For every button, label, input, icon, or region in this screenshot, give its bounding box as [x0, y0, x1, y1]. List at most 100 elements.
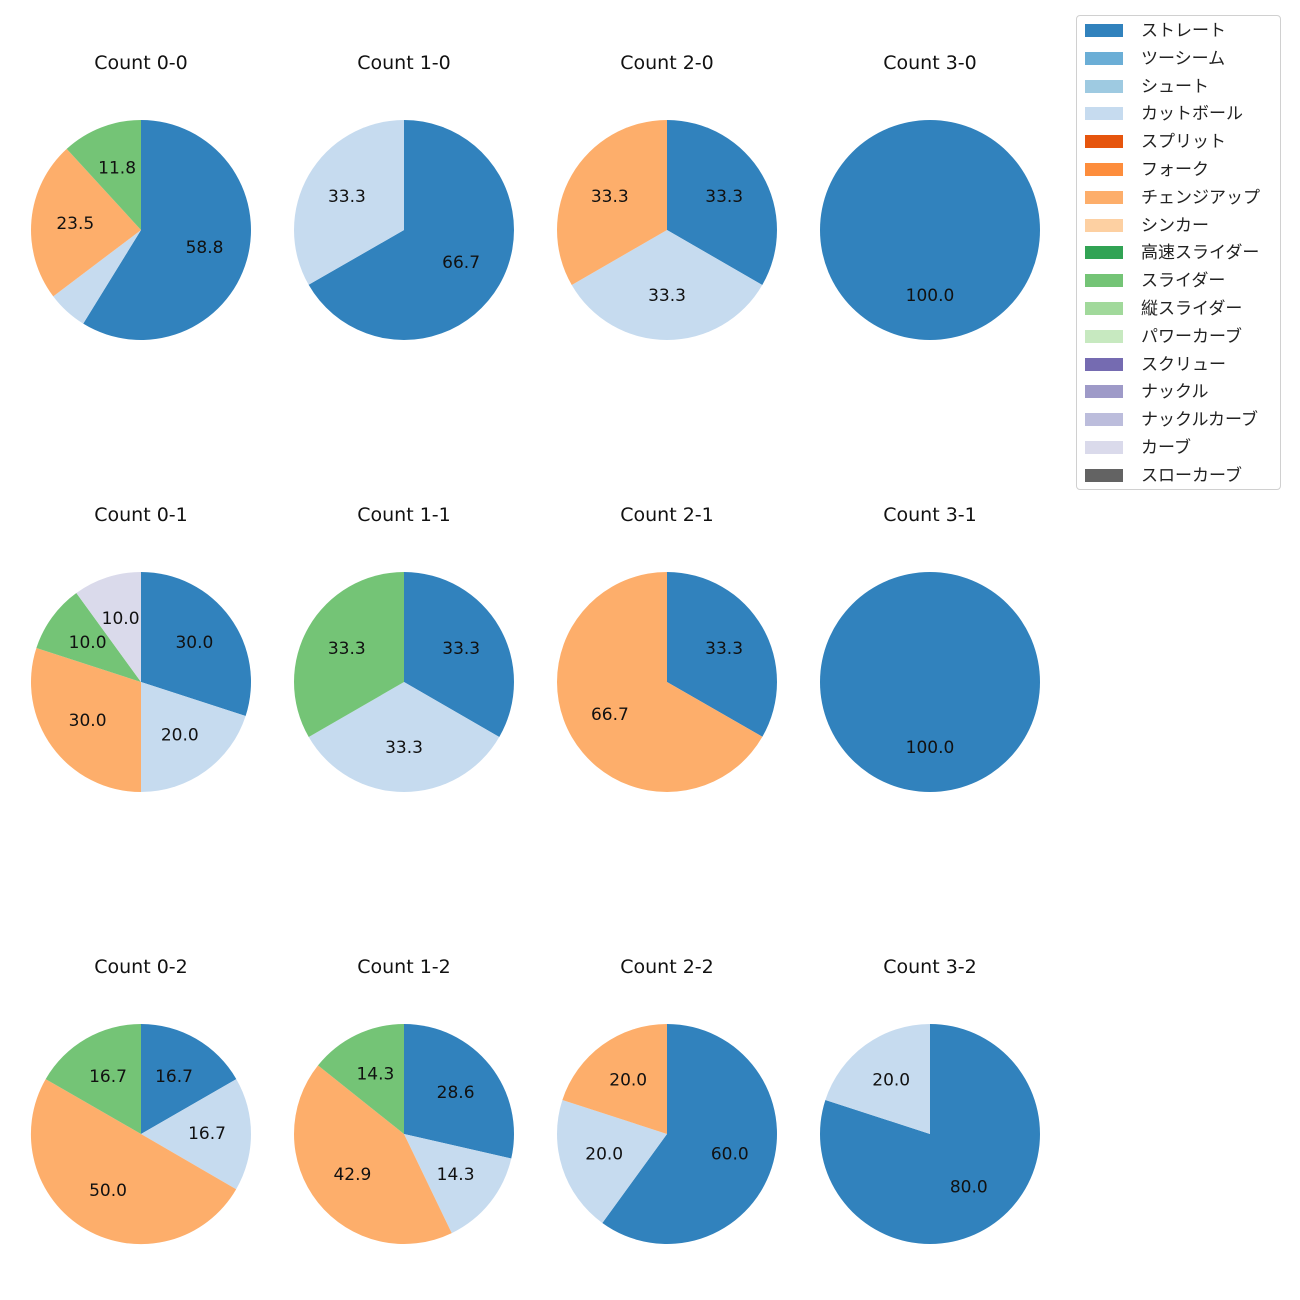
legend-item: 高速スライダー [1077, 240, 1280, 264]
legend-label: 縦スライダー [1141, 299, 1243, 319]
legend-label: フォーク [1141, 160, 1209, 180]
legend-swatch [1085, 413, 1123, 427]
pie-slice [819, 1024, 1040, 1244]
pie-slice [83, 120, 251, 340]
legend-label: カットボール [1141, 104, 1243, 125]
legend-label: カーブ [1141, 438, 1191, 458]
pie-slice [562, 1024, 667, 1134]
pie-slice-label: 23.5 [56, 214, 94, 234]
pie-slice-label: 11.8 [98, 159, 136, 179]
pie-slice [30, 1079, 237, 1245]
pie-title: Count 1-0 [357, 52, 451, 74]
pie-slice [404, 1024, 514, 1159]
pie-title: Count 3-0 [883, 52, 977, 74]
legend-label: 高速スライダー [1141, 243, 1260, 264]
pie-slice-label: 10.0 [69, 633, 107, 653]
pie-slice [308, 120, 514, 340]
pie-slice [667, 120, 777, 285]
pie-slice [30, 148, 142, 297]
pie-slice [294, 1065, 452, 1245]
legend-label: シンカー [1141, 215, 1209, 236]
legend-label: ナックルカーブ [1141, 410, 1258, 431]
pie-slice-label: 60.0 [711, 1144, 749, 1164]
pie-slice [404, 1134, 512, 1234]
pie-title: Count 1-2 [357, 956, 451, 978]
legend-item: チェンジアップ [1077, 185, 1280, 209]
pie-slice-label: 50.0 [89, 1181, 127, 1201]
pie-slice-label: 16.7 [89, 1067, 127, 1087]
pie-slice [141, 572, 252, 716]
pie-chart: Count 2-2 60.0 20.0 20.0 [556, 956, 777, 1244]
legend-swatch [1085, 385, 1123, 399]
legend-item: スライダー [1077, 268, 1280, 292]
legend-item: ツーシーム [1077, 46, 1280, 70]
pie-slice [66, 120, 141, 230]
pie-slice-label: 16.7 [188, 1124, 226, 1144]
pie-slice-label: 20.0 [872, 1071, 910, 1091]
pie-slice-label: 20.0 [585, 1144, 623, 1164]
legend-swatch [1085, 274, 1123, 288]
pie-chart: Count 0-2 16.7 16.7 50.0 16.7 [30, 956, 252, 1245]
pie-slice-label: 33.3 [385, 738, 423, 758]
pie-slice-label: 30.0 [175, 633, 213, 653]
pie-slice-label: 58.8 [186, 238, 224, 258]
legend-item: スローカーブ [1077, 463, 1280, 487]
legend-item: フォーク [1077, 157, 1280, 181]
legend-label: スライダー [1141, 271, 1226, 292]
pie-title: Count 2-0 [620, 52, 714, 74]
pie-slice [820, 572, 1040, 792]
pie-slice-label: 16.7 [155, 1067, 193, 1087]
pie-slice [308, 682, 500, 792]
pie-chart: Count 3-0 100.0 [820, 52, 1040, 340]
legend-swatch [1085, 163, 1123, 176]
pie-slice-label: 33.3 [705, 187, 743, 207]
pie-slice-label: 33.3 [648, 286, 686, 306]
legend-swatch [1085, 51, 1123, 65]
legend-swatch [1085, 246, 1123, 260]
pie-chart: Count 0-0 58.8 23.5 11.8 [30, 52, 251, 340]
pie-slice-label: 14.3 [356, 1065, 394, 1085]
pie-slice [556, 1100, 667, 1223]
pie-slice [294, 572, 404, 737]
legend-label: スローカーブ [1141, 465, 1242, 486]
pie-slice-label: 33.3 [591, 187, 629, 207]
pie-slice-label: 30.0 [69, 711, 107, 731]
pie-slice [602, 1024, 777, 1244]
legend-item: スクリュー [1077, 352, 1280, 376]
legend-label: チェンジアップ [1141, 187, 1260, 208]
pie-slice-label: 10.0 [102, 609, 140, 629]
pie-slice-label: 20.0 [609, 1071, 647, 1091]
legend-item: シュート [1077, 74, 1280, 98]
pie-chart: Count 2-1 33.3 66.7 [557, 504, 778, 792]
legend-swatch [1085, 302, 1123, 315]
pie-slice [318, 1024, 404, 1134]
pie-chart: Count 3-1 100.0 [820, 504, 1040, 792]
legend-item: スプリット [1077, 129, 1280, 153]
pie-slice-label: 80.0 [950, 1177, 988, 1197]
pie-slice-label: 42.9 [333, 1165, 371, 1185]
pie-slice-label: 100.0 [906, 286, 955, 306]
legend-item: パワーカーブ [1077, 324, 1280, 348]
legend-label: ストレート [1141, 21, 1226, 41]
pie-slice [36, 593, 141, 682]
chart-legend: ストレートツーシームシュートカットボール スプリットフォークチェンジアップ シンカー… [1076, 15, 1281, 490]
legend-label: シュート [1141, 76, 1209, 97]
pie-chart: Count 1-0 66.7 33.3 [293, 52, 514, 340]
pie-title: Count 3-1 [883, 504, 977, 526]
legend-label: スプリット [1141, 132, 1226, 153]
legend-label: ナックル [1141, 382, 1209, 403]
pie-chart: Count 0-1 30.0 20.0 30.0 10.0 10.0 [30, 504, 252, 792]
legend-item: 縦スライダー [1077, 296, 1280, 320]
legend-swatch [1085, 441, 1123, 454]
pie-chart: Count 1-1 33.3 33.3 33.3 [294, 504, 514, 792]
pie-slice [141, 682, 246, 792]
pie-slice-label: 100.0 [906, 738, 955, 758]
pie-slice [141, 1024, 237, 1134]
pie-slice [667, 572, 778, 737]
legend-item: ナックルカーブ [1077, 407, 1280, 431]
legend-label: ツーシーム [1141, 48, 1226, 69]
legend-item: シンカー [1077, 213, 1280, 237]
pie-slice-label: 33.3 [328, 639, 366, 659]
pie-slice [30, 648, 141, 792]
